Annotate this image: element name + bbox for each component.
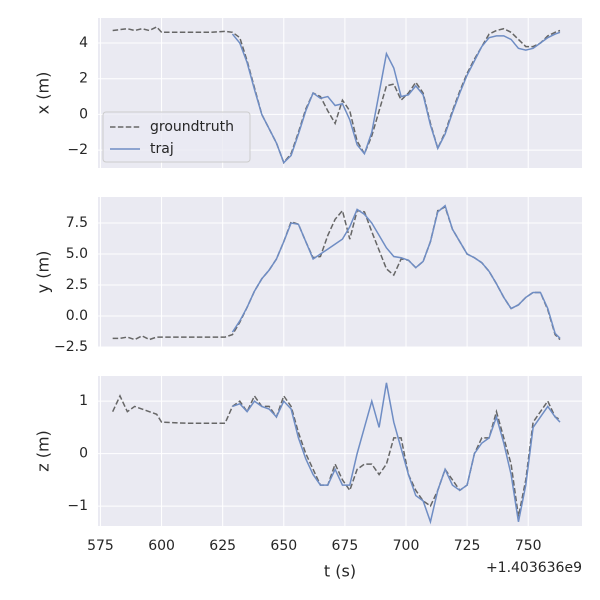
x-tick-label: 575	[87, 538, 114, 554]
x-tick-label: 675	[332, 538, 359, 554]
y-tick-label: −2.5	[54, 339, 88, 355]
x-tick-label: 650	[270, 538, 297, 554]
series-line	[232, 382, 561, 525]
series-line	[111, 394, 561, 517]
y-axis-label: x (m)	[34, 72, 53, 115]
subplot: 4 2 0 −2 x (m) groundtruth traj	[34, 18, 582, 168]
y-tick-label: 0.0	[66, 308, 88, 324]
y-tick-label: 2	[79, 71, 88, 87]
x-axis-label: t (s)	[324, 562, 356, 581]
series-line	[231, 31, 561, 164]
y-tick-label: 2.5	[66, 277, 88, 293]
x-tick-label: 725	[454, 538, 481, 554]
y-tick-label: 1	[79, 393, 88, 409]
legend-label: traj	[150, 141, 174, 157]
y-tick-label: −2	[67, 142, 88, 158]
y-tick-label: 4	[79, 35, 88, 51]
y-tick-label: 0	[79, 106, 88, 122]
y-axis-label: y (m)	[34, 251, 53, 294]
y-tick-label: −1	[67, 498, 88, 514]
y-tick-label: 7.5	[66, 215, 88, 231]
x-tick-label: 700	[393, 538, 420, 554]
x-tick-label: 625	[209, 538, 236, 554]
y-axis-label: z (m)	[34, 430, 53, 472]
subplot: 575 600 625 650 675 700 725 750 1 0 −1 z (m) t (s) +1…	[34, 376, 582, 581]
plot-background	[98, 197, 582, 347]
plot-background	[98, 376, 582, 526]
subplot: 7.5 5.0 2.5 0.0 −2.5 y (m)	[34, 197, 582, 355]
y-tick-label: 5.0	[66, 246, 88, 262]
y-tick-label: 0	[79, 446, 88, 462]
series-line	[231, 204, 561, 339]
x-tick-label: 750	[515, 538, 542, 554]
x-tick-label: 600	[148, 538, 175, 554]
series-line	[112, 26, 561, 165]
x-offset-label: +1.403636e9	[486, 560, 582, 576]
legend-label: groundtruth	[150, 119, 234, 135]
